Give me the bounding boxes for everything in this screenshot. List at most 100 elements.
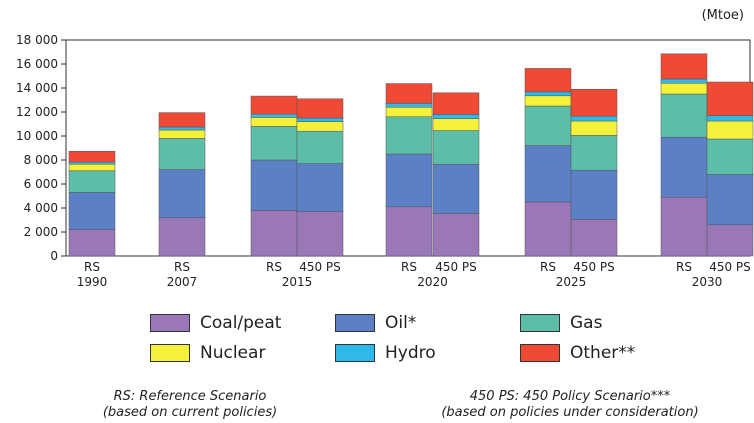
legend-row: Nuclear Hydro Other**	[150, 338, 710, 368]
legend: Coal/peat Oil* Gas Nuclear Hydro Other**	[150, 308, 710, 368]
legend-label-oil: Oil*	[385, 313, 417, 333]
bar-segment-other	[296, 98, 344, 119]
bar-segment-nuclear	[706, 120, 754, 140]
bar-segment-other	[385, 83, 433, 104]
bar-segment-other	[250, 95, 298, 115]
legend-item-hydro: Hydro	[335, 343, 520, 363]
x-bar-label: RS	[676, 260, 692, 274]
bar-segment-oil	[158, 169, 206, 218]
legend-item-coal: Coal/peat	[150, 313, 335, 333]
y-tick-label: 18 000	[16, 33, 58, 47]
bar-segment-gas	[570, 135, 618, 171]
bar-segment-gas	[158, 138, 206, 170]
x-year-label: 1990	[77, 275, 108, 289]
bar-segment-gas	[432, 130, 480, 165]
y-tick-label: 16 000	[16, 57, 58, 71]
bar-segment-coalpeat	[385, 206, 433, 257]
x-year-label: 2015	[282, 275, 313, 289]
legend-row: Coal/peat Oil* Gas	[150, 308, 710, 338]
bar-segment-hydro	[385, 103, 433, 108]
bar-segment-coalpeat	[158, 217, 206, 257]
x-bar-label: RS	[84, 260, 100, 274]
bar-segment-nuclear	[524, 95, 572, 107]
unit-label: (Mtoe)	[701, 8, 744, 23]
bar-segment-coalpeat	[68, 229, 116, 257]
x-bar-label: RS	[174, 260, 190, 274]
x-year-label: 2020	[417, 275, 448, 289]
bar-segment-hydro	[660, 78, 708, 84]
y-tick-label: 6 000	[24, 177, 58, 191]
bar-segment-gas	[524, 105, 572, 146]
bar-segment-oil	[660, 136, 708, 198]
y-tick-label: 8 000	[24, 153, 58, 167]
x-year-label: 2025	[556, 275, 587, 289]
bar-segment-nuclear	[660, 82, 708, 95]
bar-segment-nuclear	[68, 163, 116, 172]
legend-swatch-other	[520, 344, 560, 362]
bar-segment-hydro	[570, 115, 618, 122]
bar-segment-oil	[706, 174, 754, 226]
legend-swatch-gas	[520, 314, 560, 332]
bar-segment-gas	[385, 116, 433, 155]
note-rs-line1: RS: Reference Scenario	[113, 389, 267, 404]
y-tick-label: 14 000	[16, 81, 58, 95]
bar-segment-hydro	[158, 126, 206, 131]
bar-segment-nuclear	[250, 117, 298, 127]
bar-segment-other	[706, 81, 754, 116]
stacked-bar-chart: 0 2 000 4 000 6 000 8 000 10 000 12 000 14 000 1…	[16, 33, 754, 289]
bar-segment-oil	[432, 163, 480, 214]
bar-segment-nuclear	[158, 129, 206, 139]
legend-label-hydro: Hydro	[385, 343, 436, 363]
legend-item-other: Other**	[520, 343, 705, 363]
y-tick-label: 0	[50, 249, 58, 263]
bar-segment-oil	[250, 159, 298, 211]
note-ps-line1: 450 PS: 450 Policy Scenario***	[469, 389, 671, 404]
bar-segment-hydro	[432, 114, 480, 119]
bar-segment-oil	[385, 153, 433, 208]
bar-segment-oil	[296, 163, 344, 212]
bar-segment-other	[432, 92, 480, 115]
bar-segment-coalpeat	[524, 201, 572, 257]
bar-segment-coalpeat	[250, 210, 298, 257]
bar-segment-oil	[570, 169, 618, 220]
legend-item-nuclear: Nuclear	[150, 343, 335, 363]
y-tick-label: 2 000	[24, 225, 58, 239]
bar-segment-oil	[68, 192, 116, 230]
legend-label-coal: Coal/peat	[200, 313, 282, 333]
bar-segment-coalpeat	[296, 211, 344, 257]
bar-segment-other	[158, 112, 206, 128]
legend-label-gas: Gas	[570, 313, 603, 333]
bar-segment-other	[570, 88, 618, 117]
bar-segment-other	[524, 68, 572, 93]
bar-segment-hydro	[524, 91, 572, 97]
y-tick-label: 10 000	[16, 129, 58, 143]
x-bar-label: 450 PS	[435, 260, 477, 274]
bar-segment-gas	[250, 126, 298, 161]
note-policy-scenario: 450 PS: 450 Policy Scenario*** (based on…	[400, 389, 740, 421]
bar-segment-hydro	[296, 117, 344, 122]
bar-segment-gas	[68, 170, 116, 193]
legend-swatch-nuclear	[150, 344, 190, 362]
bar-segment-nuclear	[432, 118, 480, 131]
bar-segment-other	[660, 53, 708, 80]
bar-segment-coalpeat	[432, 213, 480, 257]
legend-item-gas: Gas	[520, 313, 705, 333]
legend-swatch-oil	[335, 314, 375, 332]
bar-segment-oil	[524, 145, 572, 203]
bar-segment-other	[68, 150, 116, 163]
bar-segment-hydro	[706, 115, 754, 122]
bar-segment-nuclear	[296, 121, 344, 132]
legend-swatch-hydro	[335, 344, 375, 362]
bar-segment-gas	[296, 130, 344, 164]
bar-segment-coalpeat	[660, 196, 708, 257]
legend-item-oil: Oil*	[335, 313, 520, 333]
x-bar-label: RS	[266, 260, 282, 274]
x-bar-label: RS	[540, 260, 556, 274]
x-bar-label: 450 PS	[709, 260, 751, 274]
x-bar-label: 450 PS	[299, 260, 341, 274]
legend-label-other: Other**	[570, 343, 636, 363]
bar-segment-gas	[706, 138, 754, 175]
legend-swatch-coal	[150, 314, 190, 332]
bar-segment-nuclear	[570, 120, 618, 136]
bar-segment-nuclear	[385, 106, 433, 118]
